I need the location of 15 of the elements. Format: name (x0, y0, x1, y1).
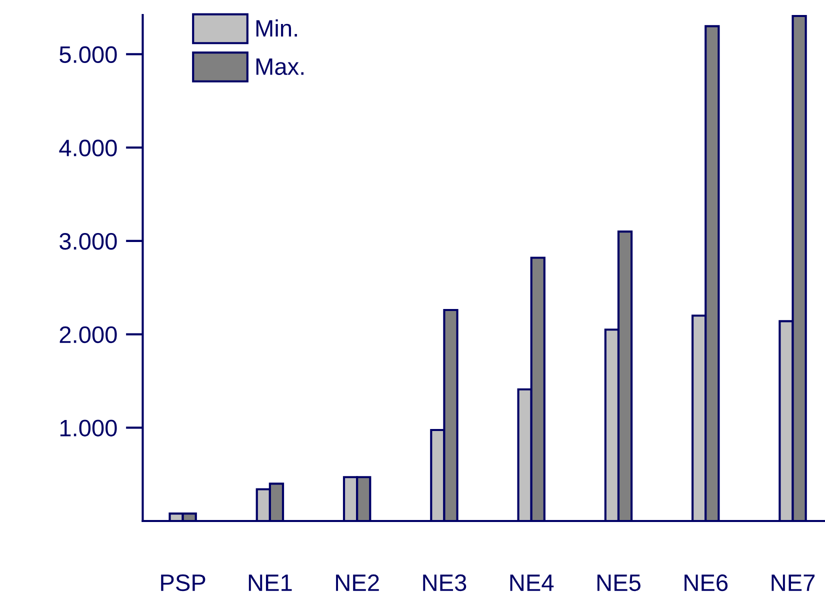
x-tick-label: NE5 (597, 574, 640, 592)
y-tick-label: 4.000 (59, 140, 117, 156)
x-tick-label: NE2 (336, 574, 379, 591)
y-tick-label: 1.000 (60, 420, 117, 436)
legend-label: Max. (256, 58, 304, 76)
y-tick-label: 5.000 (60, 46, 117, 63)
y-tick-label: 2.000 (60, 326, 117, 344)
y-tick-label: 3.000 (60, 233, 117, 250)
x-tick-label: NE4 (510, 574, 554, 591)
x-tick-label: NE3 (423, 574, 466, 592)
legend-label: Min. (256, 19, 297, 37)
x-tick-label: NE6 (684, 574, 728, 592)
x-tick-label: NE7 (772, 574, 815, 591)
x-tick-label: PSP (161, 574, 206, 592)
x-tick-label: NE1 (248, 574, 292, 591)
